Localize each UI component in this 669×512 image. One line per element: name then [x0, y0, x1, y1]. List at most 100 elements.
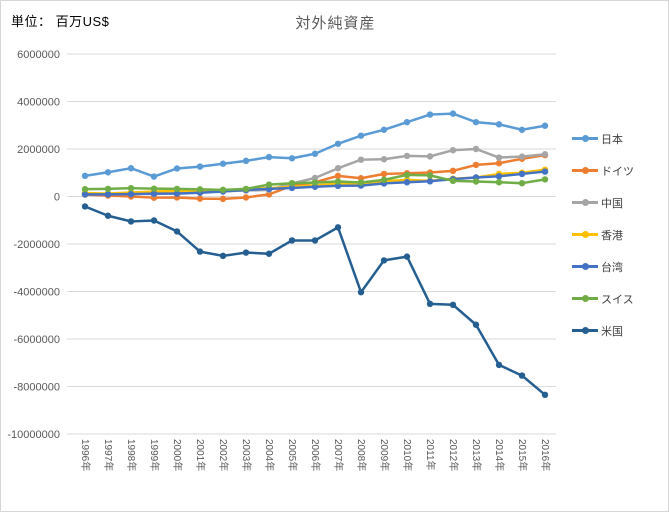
data-point[interactable] — [127, 218, 135, 225]
data-point[interactable] — [311, 179, 319, 186]
data-point[interactable] — [173, 228, 181, 235]
data-point[interactable] — [288, 180, 296, 187]
data-point[interactable] — [380, 156, 388, 163]
data-point[interactable] — [104, 212, 112, 219]
data-point[interactable] — [150, 185, 158, 192]
data-point[interactable] — [472, 161, 480, 169]
data-point[interactable] — [495, 154, 503, 161]
data-point[interactable] — [449, 167, 457, 175]
data-point[interactable] — [357, 179, 365, 186]
data-point[interactable] — [288, 184, 296, 192]
data-point[interactable] — [219, 252, 227, 260]
data-point[interactable] — [495, 179, 503, 186]
data-point[interactable] — [81, 185, 89, 193]
data-point[interactable] — [196, 195, 204, 202]
data-point[interactable] — [81, 203, 89, 210]
data-point[interactable] — [518, 180, 526, 187]
data-point[interactable] — [518, 372, 526, 379]
legend-item[interactable]: 中国 — [572, 195, 634, 210]
data-point[interactable] — [403, 253, 411, 260]
data-point[interactable] — [518, 153, 526, 160]
data-point[interactable] — [150, 190, 158, 197]
data-point[interactable] — [334, 140, 342, 147]
data-point[interactable] — [518, 126, 526, 133]
data-point[interactable] — [127, 190, 135, 198]
data-point[interactable] — [403, 179, 411, 186]
data-point[interactable] — [196, 163, 204, 170]
data-point[interactable] — [472, 178, 480, 185]
data-point[interactable] — [449, 301, 457, 308]
data-point[interactable] — [426, 178, 434, 185]
data-point[interactable] — [196, 186, 204, 193]
data-point[interactable] — [265, 153, 273, 161]
data-point[interactable] — [288, 155, 296, 162]
data-point[interactable] — [380, 176, 388, 184]
data-point[interactable] — [104, 191, 112, 198]
data-point[interactable] — [403, 152, 411, 160]
data-point[interactable] — [81, 191, 89, 198]
data-point[interactable] — [449, 146, 457, 154]
data-point[interactable] — [242, 185, 250, 193]
legend-item[interactable]: 米国 — [572, 323, 634, 338]
data-point[interactable] — [426, 111, 434, 118]
data-point[interactable] — [380, 257, 388, 264]
data-point[interactable] — [380, 170, 388, 178]
data-point[interactable] — [265, 250, 273, 257]
data-point[interactable] — [196, 248, 204, 255]
data-point[interactable] — [472, 145, 480, 153]
data-point[interactable] — [311, 174, 319, 182]
data-point[interactable] — [311, 150, 319, 157]
data-point[interactable] — [495, 173, 503, 180]
data-point[interactable] — [541, 151, 549, 158]
data-point[interactable] — [265, 191, 273, 198]
data-point[interactable] — [449, 110, 457, 117]
data-point[interactable] — [426, 153, 434, 160]
data-point[interactable] — [334, 224, 342, 231]
data-point[interactable] — [219, 160, 227, 167]
data-point[interactable] — [334, 172, 342, 180]
data-point[interactable] — [104, 169, 112, 176]
data-point[interactable] — [541, 176, 549, 183]
data-point[interactable] — [242, 194, 250, 201]
legend-item[interactable]: 香港 — [572, 227, 634, 242]
data-point[interactable] — [518, 170, 526, 178]
data-point[interactable] — [219, 195, 227, 203]
data-point[interactable] — [173, 185, 181, 193]
data-point[interactable] — [426, 172, 434, 179]
data-point[interactable] — [541, 391, 549, 399]
legend-item[interactable]: 日本 — [572, 131, 634, 146]
data-point[interactable] — [334, 165, 342, 172]
data-point[interactable] — [173, 165, 181, 172]
data-point[interactable] — [495, 361, 503, 369]
data-point[interactable] — [495, 160, 503, 167]
legend-item[interactable]: 台湾 — [572, 259, 634, 274]
data-point[interactable] — [173, 190, 181, 197]
data-point[interactable] — [288, 237, 296, 244]
data-point[interactable] — [219, 186, 227, 194]
data-point[interactable] — [449, 177, 457, 185]
data-point[interactable] — [495, 121, 503, 128]
data-point[interactable] — [265, 181, 273, 188]
data-point[interactable] — [357, 289, 365, 296]
data-point[interactable] — [242, 157, 250, 165]
data-point[interactable] — [242, 249, 250, 256]
data-point[interactable] — [357, 132, 365, 139]
data-point[interactable] — [380, 126, 388, 133]
data-point[interactable] — [403, 171, 411, 179]
data-point[interactable] — [127, 184, 135, 192]
data-point[interactable] — [81, 172, 89, 180]
data-point[interactable] — [472, 321, 480, 328]
data-point[interactable] — [426, 300, 434, 308]
data-point[interactable] — [357, 156, 365, 163]
data-point[interactable] — [403, 118, 411, 126]
data-point[interactable] — [150, 217, 158, 224]
data-point[interactable] — [541, 122, 549, 129]
data-point[interactable] — [472, 118, 480, 126]
data-point[interactable] — [127, 165, 135, 172]
data-point[interactable] — [541, 168, 549, 175]
legend-item[interactable]: ドイツ — [572, 163, 634, 178]
data-point[interactable] — [104, 185, 112, 193]
data-point[interactable] — [334, 178, 342, 185]
data-point[interactable] — [150, 173, 158, 180]
legend-item[interactable]: スイス — [572, 291, 634, 306]
